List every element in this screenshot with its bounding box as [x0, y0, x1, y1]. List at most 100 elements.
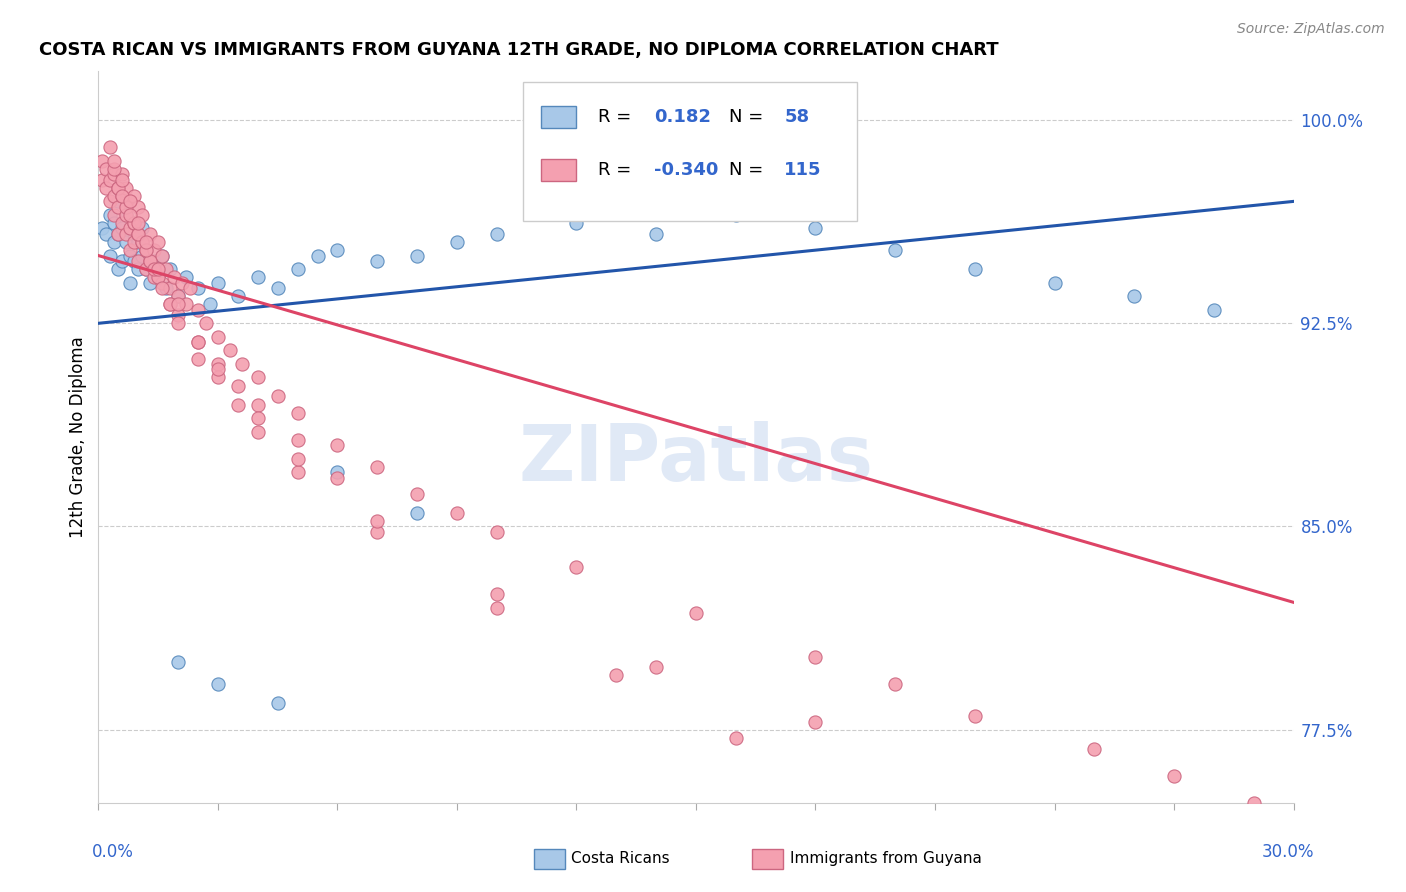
- Point: [172, 276, 194, 290]
- Point: [1083, 741, 1105, 756]
- Point: [91, 153, 114, 168]
- Text: 0.182: 0.182: [654, 108, 711, 126]
- Point: [724, 731, 747, 745]
- Point: [565, 560, 588, 574]
- Point: [111, 254, 134, 268]
- Point: [366, 514, 388, 528]
- Point: [111, 221, 134, 235]
- Point: [645, 227, 668, 241]
- Point: [143, 262, 166, 277]
- Point: [645, 660, 668, 674]
- Point: [131, 235, 153, 249]
- Point: [115, 235, 138, 249]
- Point: [103, 235, 125, 249]
- Point: [150, 276, 173, 290]
- Point: [127, 227, 149, 241]
- Point: [131, 221, 153, 235]
- Point: [111, 167, 134, 181]
- Point: [565, 216, 588, 230]
- Point: [267, 281, 290, 295]
- Point: [246, 398, 269, 412]
- Point: [226, 289, 249, 303]
- Point: [131, 235, 153, 249]
- Point: [326, 465, 349, 479]
- Point: [287, 451, 309, 466]
- Point: [107, 262, 129, 277]
- Point: [685, 606, 707, 620]
- Point: [187, 281, 209, 295]
- Point: [326, 471, 349, 485]
- Point: [804, 221, 827, 235]
- Point: [135, 262, 157, 277]
- Point: [267, 389, 290, 403]
- Point: [287, 465, 309, 479]
- Point: [120, 221, 142, 235]
- Point: [139, 227, 162, 241]
- Point: [605, 668, 627, 682]
- Point: [115, 227, 138, 241]
- Point: [287, 406, 309, 420]
- Text: N =: N =: [730, 108, 763, 126]
- Point: [115, 208, 138, 222]
- Point: [366, 524, 388, 539]
- Point: [120, 194, 142, 209]
- Point: [107, 194, 129, 209]
- Text: ZIPatlas: ZIPatlas: [519, 421, 873, 497]
- Point: [884, 676, 907, 690]
- Point: [107, 181, 129, 195]
- Point: [115, 200, 138, 214]
- Point: [96, 161, 118, 176]
- Text: R =: R =: [598, 108, 631, 126]
- Point: [198, 297, 221, 311]
- Point: [135, 235, 157, 249]
- Point: [287, 262, 309, 277]
- Point: [406, 249, 429, 263]
- Point: [139, 254, 162, 268]
- Point: [148, 270, 170, 285]
- Point: [804, 714, 827, 729]
- Point: [111, 172, 134, 186]
- Point: [159, 297, 181, 311]
- Point: [127, 200, 149, 214]
- FancyBboxPatch shape: [541, 159, 576, 181]
- Point: [163, 270, 186, 285]
- Point: [267, 696, 290, 710]
- Point: [446, 506, 468, 520]
- Text: Immigrants from Guyana: Immigrants from Guyana: [790, 851, 981, 865]
- Point: [96, 181, 118, 195]
- Point: [155, 281, 177, 295]
- Point: [111, 189, 134, 203]
- Point: [120, 249, 142, 263]
- Point: [167, 308, 190, 322]
- Point: [127, 254, 149, 268]
- Point: [207, 362, 229, 376]
- Point: [103, 153, 125, 168]
- Point: [246, 411, 269, 425]
- Point: [115, 208, 138, 222]
- Point: [179, 281, 201, 295]
- Point: [135, 243, 157, 257]
- Point: [150, 281, 173, 295]
- Point: [159, 281, 181, 295]
- Point: [155, 262, 177, 277]
- Text: R =: R =: [598, 161, 631, 179]
- Point: [207, 676, 229, 690]
- Point: [148, 270, 170, 285]
- Point: [446, 235, 468, 249]
- Text: N =: N =: [730, 161, 763, 179]
- Text: 115: 115: [785, 161, 823, 179]
- Point: [226, 398, 249, 412]
- Point: [150, 249, 173, 263]
- Point: [120, 208, 142, 222]
- Point: [187, 302, 209, 317]
- Point: [366, 254, 388, 268]
- Point: [207, 370, 229, 384]
- Point: [120, 276, 142, 290]
- Point: [207, 330, 229, 344]
- Point: [246, 425, 269, 439]
- Point: [111, 189, 134, 203]
- Point: [103, 208, 125, 222]
- Point: [107, 181, 129, 195]
- Point: [91, 172, 114, 186]
- Point: [148, 235, 170, 249]
